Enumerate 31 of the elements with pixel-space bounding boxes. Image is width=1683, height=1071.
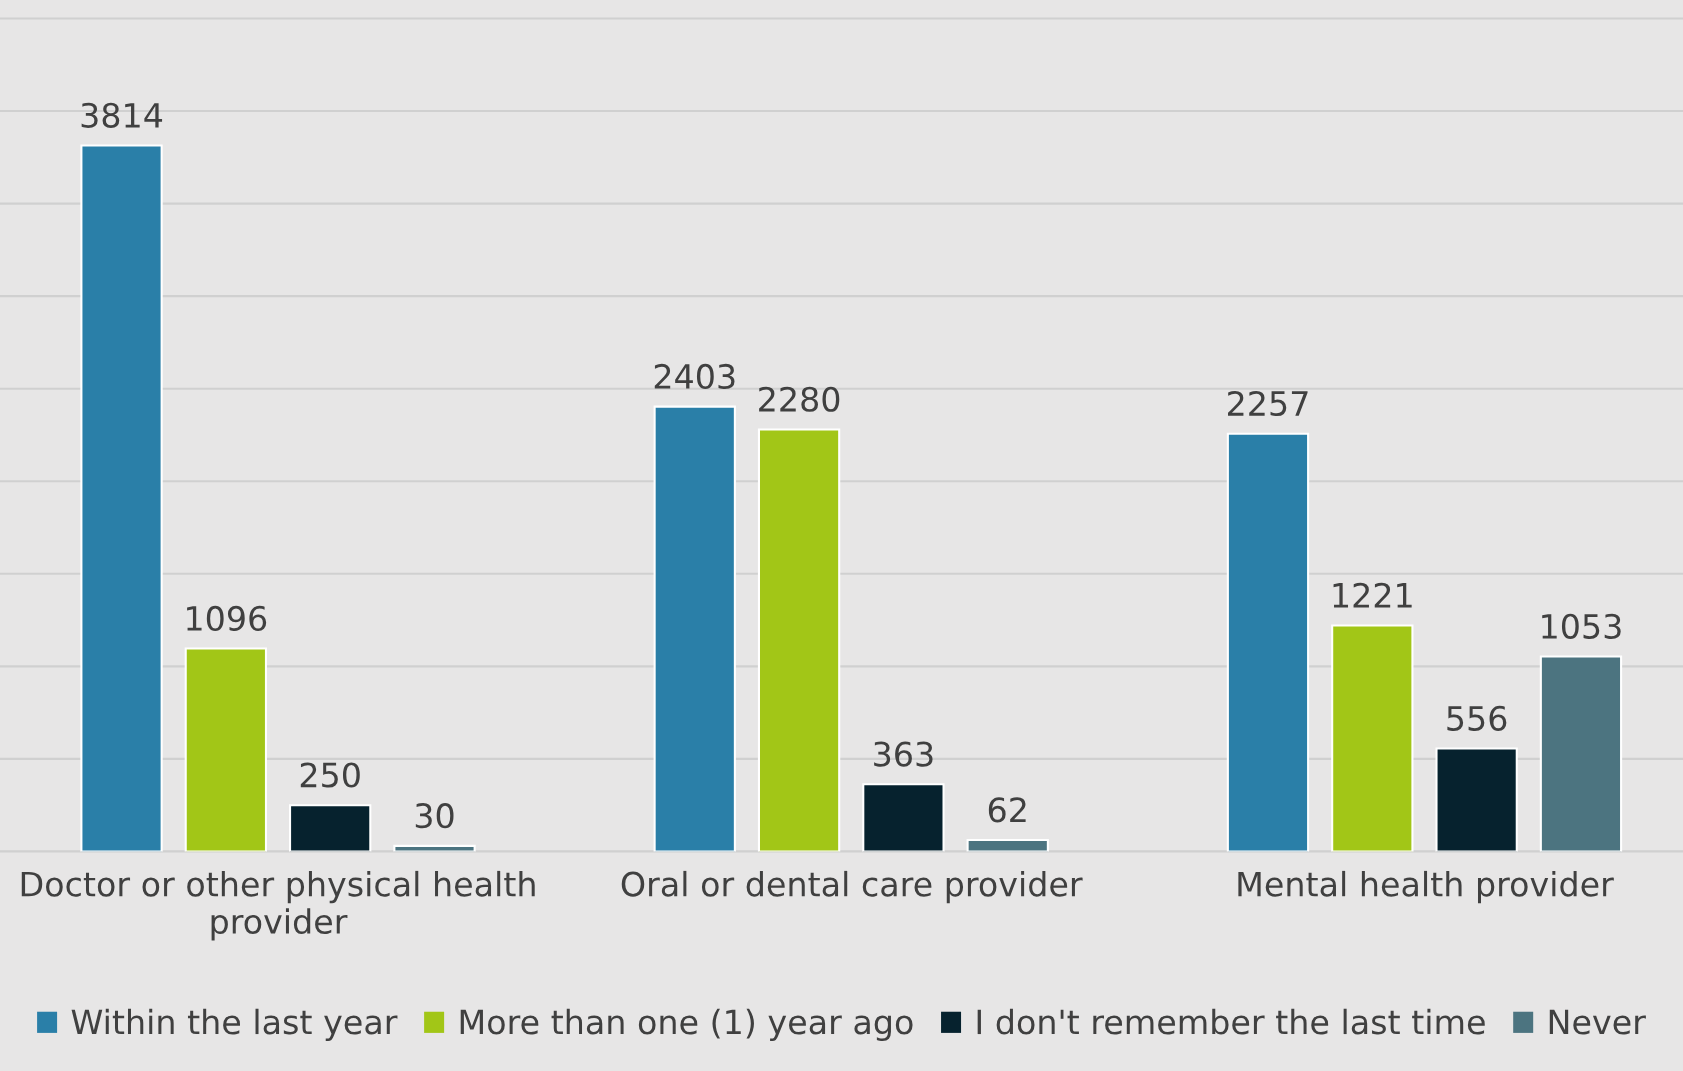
data-label: 3814 [81,102,163,128]
x-tick-label: Mental health provider [1238,870,1614,904]
data-label: 30 [415,803,454,829]
bar [1331,624,1414,852]
legend-label: Within the last year [71,1008,398,1041]
bar [1539,655,1623,852]
legend-label: Never [1549,1009,1646,1035]
data-label: 2280 [759,386,840,412]
bar [862,783,945,852]
data-label: 62 [988,797,1026,823]
data-label: 556 [1447,705,1507,731]
data-label: 250 [300,762,360,788]
data-label: 2257 [1228,390,1308,417]
x-tick-label: Doctor or other physical health provider [21,870,535,941]
data-label: 363 [874,741,933,767]
data-label: 2403 [654,363,735,390]
bar [184,647,268,852]
data-label: 1096 [187,605,267,632]
bar [393,844,476,852]
legend-label: I don't remember the last time [977,1008,1485,1035]
bar [289,804,372,852]
bar [653,405,736,852]
data-label: 1053 [1542,613,1621,639]
bar [1435,747,1518,852]
data-label: 1221 [1333,582,1412,608]
bar [757,428,841,852]
x-tick-label: Oral or dental care provider [621,870,1083,904]
legend-label: More than one (1) year ago [460,1008,913,1041]
bar [80,144,163,852]
bar [966,838,1049,852]
bar [1226,432,1310,852]
